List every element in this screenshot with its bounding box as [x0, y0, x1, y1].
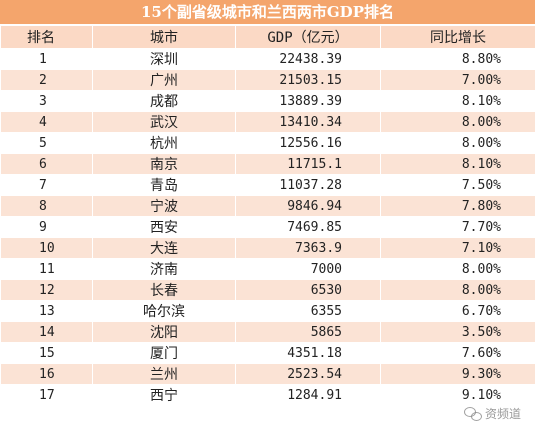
city-cell: 兰州 [92, 363, 236, 385]
growth-cell: 7.50% [380, 174, 535, 196]
table-row: 17 西宁 1284.91 9.10% [0, 384, 535, 406]
table-row: 15 厦门 4351.18 7.60% [0, 342, 535, 364]
growth-cell: 3.50% [380, 321, 535, 343]
gdp-cell: 11037.28 [235, 174, 381, 196]
header-rank: 排名 [0, 25, 93, 49]
city-cell: 哈尔滨 [92, 300, 236, 322]
rank-cell: 11 [0, 258, 93, 280]
gdp-cell: 5865 [235, 321, 381, 343]
rank-cell: 7 [0, 174, 93, 196]
header-growth: 同比增长 [380, 25, 535, 49]
rank-cell: 12 [0, 279, 93, 301]
growth-cell: 6.70% [380, 300, 535, 322]
rank-cell: 17 [0, 384, 93, 406]
rank-cell: 5 [0, 132, 93, 154]
growth-cell: 8.00% [380, 111, 535, 133]
table-row: 8 宁波 9846.94 7.80% [0, 195, 535, 217]
gdp-cell: 12556.16 [235, 132, 381, 154]
growth-cell: 7.10% [380, 237, 535, 259]
table-row: 12 长春 6530 8.00% [0, 279, 535, 301]
growth-cell: 7.00% [380, 69, 535, 91]
city-cell: 成都 [92, 90, 236, 112]
gdp-cell: 9846.94 [235, 195, 381, 217]
header-city: 城市 [92, 25, 236, 49]
gdp-cell: 11715.1 [235, 153, 381, 175]
gdp-cell: 1284.91 [235, 384, 381, 406]
rank-cell: 13 [0, 300, 93, 322]
city-cell: 武汉 [92, 111, 236, 133]
rank-cell: 2 [0, 69, 93, 91]
growth-cell: 8.00% [380, 132, 535, 154]
rank-cell: 9 [0, 216, 93, 238]
growth-cell: 8.80% [380, 48, 535, 70]
table-row: 14 沈阳 5865 3.50% [0, 321, 535, 343]
rank-cell: 8 [0, 195, 93, 217]
gdp-cell: 6530 [235, 279, 381, 301]
rank-cell: 14 [0, 321, 93, 343]
growth-cell: 7.70% [380, 216, 535, 238]
city-cell: 杭州 [92, 132, 236, 154]
city-cell: 大连 [92, 237, 236, 259]
gdp-cell: 2523.54 [235, 363, 381, 385]
gdp-table: 排名 城市 GDP（亿元） 同比增长 1 深圳 22438.39 8.80% 2 广州 21… [0, 25, 535, 406]
rank-cell: 15 [0, 342, 93, 364]
gdp-cell: 4351.18 [235, 342, 381, 364]
city-cell: 青岛 [92, 174, 236, 196]
city-cell: 沈阳 [92, 321, 236, 343]
rank-cell: 16 [0, 363, 93, 385]
city-cell: 宁波 [92, 195, 236, 217]
growth-cell: 7.80% [380, 195, 535, 217]
watermark: 资频道 [463, 405, 521, 422]
wechat-icon [463, 406, 482, 421]
table-row: 16 兰州 2523.54 9.30% [0, 363, 535, 385]
city-cell: 西安 [92, 216, 236, 238]
city-cell: 厦门 [92, 342, 236, 364]
table-title: 15个副省级城市和兰西两市GDP排名 [0, 0, 535, 25]
city-cell: 济南 [92, 258, 236, 280]
table-row: 11 济南 7000 8.00% [0, 258, 535, 280]
growth-cell: 8.10% [380, 153, 535, 175]
growth-cell: 8.10% [380, 90, 535, 112]
rank-cell: 3 [0, 90, 93, 112]
city-cell: 西宁 [92, 384, 236, 406]
table-row: 6 南京 11715.1 8.10% [0, 153, 535, 175]
table-row: 1 深圳 22438.39 8.80% [0, 48, 535, 70]
rank-cell: 4 [0, 111, 93, 133]
gdp-cell: 21503.15 [235, 69, 381, 91]
table-row: 10 大连 7363.9 7.10% [0, 237, 535, 259]
header-gdp: GDP（亿元） [235, 25, 381, 49]
city-cell: 深圳 [92, 48, 236, 70]
rank-cell: 1 [0, 48, 93, 70]
table-row: 13 哈尔滨 6355 6.70% [0, 300, 535, 322]
table-row: 7 青岛 11037.28 7.50% [0, 174, 535, 196]
growth-cell: 9.10% [380, 384, 535, 406]
growth-cell: 7.60% [380, 342, 535, 364]
gdp-cell: 13410.34 [235, 111, 381, 133]
gdp-cell: 6355 [235, 300, 381, 322]
gdp-cell: 7469.85 [235, 216, 381, 238]
rank-cell: 10 [0, 237, 93, 259]
city-cell: 长春 [92, 279, 236, 301]
growth-cell: 8.00% [380, 258, 535, 280]
rank-cell: 6 [0, 153, 93, 175]
table-row: 3 成都 13889.39 8.10% [0, 90, 535, 112]
table-row: 2 广州 21503.15 7.00% [0, 69, 535, 91]
watermark-text: 资频道 [484, 407, 521, 421]
growth-cell: 8.00% [380, 279, 535, 301]
table-body: 1 深圳 22438.39 8.80% 2 广州 21503.15 7.00% 3 成都 13889… [0, 48, 535, 406]
gdp-cell: 7363.9 [235, 237, 381, 259]
header-row: 排名 城市 GDP（亿元） 同比增长 [0, 25, 535, 49]
gdp-cell: 13889.39 [235, 90, 381, 112]
table-row: 5 杭州 12556.16 8.00% [0, 132, 535, 154]
gdp-cell: 7000 [235, 258, 381, 280]
city-cell: 南京 [92, 153, 236, 175]
table-row: 9 西安 7469.85 7.70% [0, 216, 535, 238]
city-cell: 广州 [92, 69, 236, 91]
gdp-cell: 22438.39 [235, 48, 381, 70]
growth-cell: 9.30% [380, 363, 535, 385]
table-row: 4 武汉 13410.34 8.00% [0, 111, 535, 133]
